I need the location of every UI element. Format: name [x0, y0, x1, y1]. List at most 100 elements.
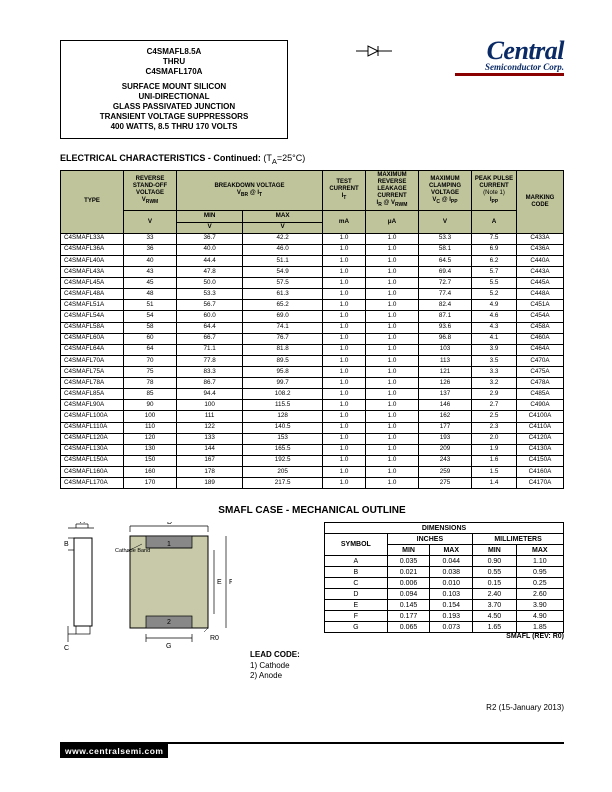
table-cell: 4.6: [472, 311, 517, 322]
table-cell: 259: [419, 467, 472, 478]
table-cell: 95.8: [243, 367, 323, 378]
table-cell: 1.0: [323, 278, 366, 289]
table-cell: 40.0: [177, 244, 243, 255]
table-row: A0.0350.0440.901.10: [325, 556, 564, 567]
part-line2: THRU: [69, 57, 279, 67]
table-row: C4SMAFL130A130144165.51.01.02091.9C4130A: [61, 444, 564, 455]
table-cell: 167: [177, 455, 243, 466]
table-cell: 1.0: [323, 467, 366, 478]
logo-text: Central: [455, 40, 564, 62]
table-cell: 192.5: [243, 455, 323, 466]
table-cell: 0.193: [430, 611, 473, 622]
table-cell: 5.5: [472, 278, 517, 289]
table-cell: 48: [124, 289, 177, 300]
table-cell: 77.8: [177, 355, 243, 366]
table-cell: 2.7: [472, 400, 517, 411]
table-row: G0.0650.0731.651.85: [325, 622, 564, 633]
table-cell: 1.0: [323, 255, 366, 266]
table-cell: 1.65: [473, 622, 517, 633]
section-title: ELECTRICAL CHARACTERISTICS - Continued: …: [60, 153, 564, 166]
table-cell: C436A: [517, 244, 564, 255]
table-cell: 93.6: [419, 322, 472, 333]
table-cell: 36: [124, 244, 177, 255]
table-row: C4SMAFL150A150167192.51.01.02431.6C4150A: [61, 455, 564, 466]
table-cell: 71.1: [177, 344, 243, 355]
table-cell: 205: [243, 467, 323, 478]
table-cell: 3.2: [472, 378, 517, 389]
table-cell: 74.1: [243, 322, 323, 333]
table-cell: 77.4: [419, 289, 472, 300]
table-cell: 178: [177, 467, 243, 478]
table-cell: C470A: [517, 355, 564, 366]
table-row: C4SMAFL100A1001111281.01.01622.5C4100A: [61, 411, 564, 422]
table-cell: 1.0: [323, 344, 366, 355]
table-cell: 115.5: [243, 400, 323, 411]
table-cell: 1.0: [323, 411, 366, 422]
table-cell: C464A: [517, 344, 564, 355]
table-row: C4SMAFL110A110122140.51.01.01772.3C4110A: [61, 422, 564, 433]
table-cell: 1.0: [323, 378, 366, 389]
table-row: C4SMAFL120A1201331531.01.01932.0C4120A: [61, 433, 564, 444]
doc-revision: R2 (15-January 2013): [250, 703, 564, 712]
table-cell: 1.0: [366, 478, 419, 489]
table-cell: 51.1: [243, 255, 323, 266]
table-cell: 2.40: [473, 589, 517, 600]
table-cell: D: [325, 589, 388, 600]
table-row: C4SMAFL78A7886.799.71.01.01263.2C478A: [61, 378, 564, 389]
table-cell: C4SMAFL54A: [61, 311, 124, 322]
table-cell: 0.95: [516, 567, 563, 578]
table-cell: 64: [124, 344, 177, 355]
table-row: C4SMAFL90A90100115.51.01.01462.7C490A: [61, 400, 564, 411]
table-cell: 58: [124, 322, 177, 333]
table-cell: C4SMAFL45A: [61, 278, 124, 289]
table-cell: C4SMAFL150A: [61, 455, 124, 466]
table-row: C4SMAFL75A7583.395.81.01.01213.3C475A: [61, 367, 564, 378]
table-cell: C460A: [517, 333, 564, 344]
table-cell: 0.044: [430, 556, 473, 567]
table-cell: 65.2: [243, 300, 323, 311]
table-cell: 4.90: [516, 611, 563, 622]
table-cell: 120: [124, 433, 177, 444]
desc2: UNI-DIRECTIONAL: [69, 92, 279, 102]
svg-text:R0: R0: [210, 635, 219, 642]
table-cell: 56.7: [177, 300, 243, 311]
table-cell: 1.0: [366, 344, 419, 355]
table-cell: 69.4: [419, 267, 472, 278]
table-cell: 1.10: [516, 556, 563, 567]
table-cell: 2.60: [516, 589, 563, 600]
svg-text:B: B: [64, 541, 69, 548]
section-label: ELECTRICAL CHARACTERISTICS - Continued:: [60, 153, 261, 163]
table-cell: 103: [419, 344, 472, 355]
table-cell: 3.70: [473, 600, 517, 611]
table-cell: 0.021: [387, 567, 430, 578]
table-cell: C4120A: [517, 433, 564, 444]
table-cell: 1.0: [366, 233, 419, 244]
table-cell: 57.5: [243, 278, 323, 289]
table-cell: 1.0: [366, 322, 419, 333]
table-cell: 47.8: [177, 267, 243, 278]
svg-text:F: F: [229, 579, 232, 586]
table-cell: 1.0: [366, 300, 419, 311]
mech-title: SMAFL CASE - MECHANICAL OUTLINE: [60, 505, 564, 516]
table-cell: 1.0: [323, 311, 366, 322]
table-cell: 3.9: [472, 344, 517, 355]
table-cell: 1.0: [323, 478, 366, 489]
table-cell: 160: [124, 467, 177, 478]
table-cell: 75: [124, 367, 177, 378]
table-cell: 0.073: [430, 622, 473, 633]
dimensions-table: DIMENSIONS SYMBOL INCHES MILLIMETERS MIN…: [324, 522, 564, 633]
table-cell: 5.2: [472, 289, 517, 300]
table-cell: C4SMAFL36A: [61, 244, 124, 255]
table-cell: C440A: [517, 255, 564, 266]
table-cell: C4SMAFL90A: [61, 400, 124, 411]
table-cell: 1.0: [366, 244, 419, 255]
svg-text:E: E: [217, 579, 222, 586]
table-cell: 1.0: [366, 467, 419, 478]
lead1: 1) Cathode: [250, 661, 290, 670]
table-cell: 36.7: [177, 233, 243, 244]
table-cell: C: [325, 578, 388, 589]
table-cell: 217.5: [243, 478, 323, 489]
table-cell: 144: [177, 444, 243, 455]
svg-text:D: D: [167, 522, 172, 526]
table-cell: 1.0: [366, 311, 419, 322]
